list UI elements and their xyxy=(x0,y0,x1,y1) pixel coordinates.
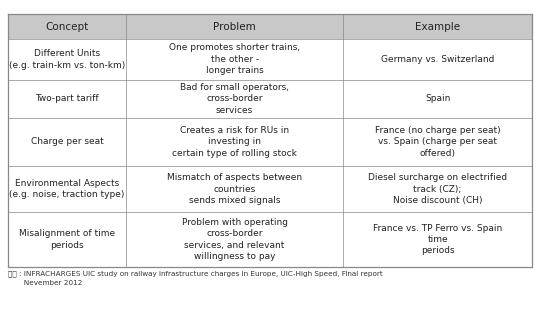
Text: Concept: Concept xyxy=(45,22,89,32)
Bar xyxy=(8,80,126,118)
Text: Charge per seat: Charge per seat xyxy=(31,137,103,146)
Bar xyxy=(343,118,532,166)
Text: Example: Example xyxy=(415,22,460,32)
Bar xyxy=(126,80,343,118)
Bar xyxy=(8,118,126,166)
Text: 자료 : INFRACHARGES UIC study on railway infrastructure charges in Europe, UIC-Hig: 자료 : INFRACHARGES UIC study on railway i… xyxy=(8,271,383,286)
Bar xyxy=(343,14,532,39)
Text: France vs. TP Ferro vs. Spain
time
periods: France vs. TP Ferro vs. Spain time perio… xyxy=(373,223,502,255)
Bar xyxy=(8,212,126,267)
Bar xyxy=(126,14,343,39)
Text: One promotes shorter trains,
the other -
longer trains: One promotes shorter trains, the other -… xyxy=(169,44,300,75)
Text: Two-part tariff: Two-part tariff xyxy=(35,94,99,103)
Text: France (no charge per seat)
vs. Spain (charge per seat
offered): France (no charge per seat) vs. Spain (c… xyxy=(375,126,501,158)
Text: Creates a risk for RUs in
investing in
certain type of rolling stock: Creates a risk for RUs in investing in c… xyxy=(172,126,297,158)
Text: Problem with operating
cross-border
services, and relevant
willingness to pay: Problem with operating cross-border serv… xyxy=(181,218,288,261)
Bar xyxy=(8,166,126,212)
Bar xyxy=(126,212,343,267)
Bar xyxy=(126,166,343,212)
Text: Bad for small operators,
cross-border
services: Bad for small operators, cross-border se… xyxy=(180,83,289,115)
Bar xyxy=(343,212,532,267)
Text: Environmental Aspects
(e.g. noise, traction type): Environmental Aspects (e.g. noise, tract… xyxy=(9,179,125,199)
Text: Misalignment of time
periods: Misalignment of time periods xyxy=(19,229,115,250)
Bar xyxy=(126,39,343,80)
Text: Germany vs. Switzerland: Germany vs. Switzerland xyxy=(381,55,494,64)
Text: Spain: Spain xyxy=(425,94,450,103)
Text: Problem: Problem xyxy=(213,22,256,32)
Text: Mismatch of aspects between
countries
sends mixed signals: Mismatch of aspects between countries se… xyxy=(167,173,302,205)
Bar xyxy=(343,39,532,80)
Bar xyxy=(343,166,532,212)
Bar xyxy=(343,80,532,118)
Bar xyxy=(8,14,126,39)
Text: Different Units
(e.g. train-km vs. ton-km): Different Units (e.g. train-km vs. ton-k… xyxy=(9,49,125,70)
Bar xyxy=(126,118,343,166)
Bar xyxy=(8,39,126,80)
Text: Diesel surcharge on electrified
track (CZ);
Noise discount (CH): Diesel surcharge on electrified track (C… xyxy=(368,173,507,205)
